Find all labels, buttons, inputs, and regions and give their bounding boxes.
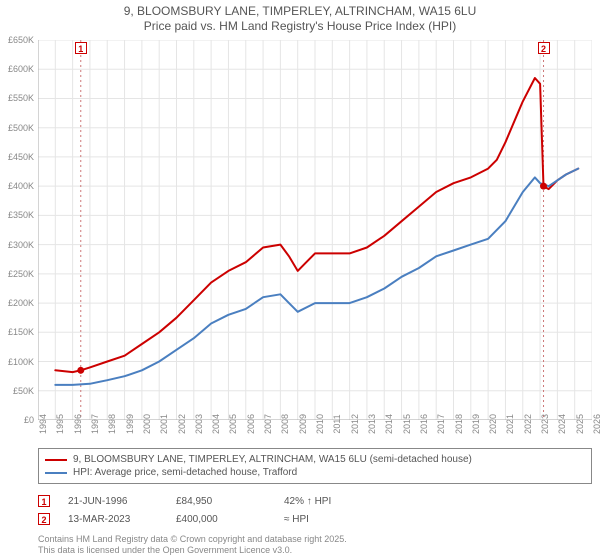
x-tick-label: 2010 (315, 414, 325, 434)
x-tick-label: 2013 (367, 414, 377, 434)
event-delta: ≈ HPI (284, 514, 592, 525)
footer-line-1: Contains HM Land Registry data © Crown c… (38, 534, 592, 545)
y-tick-label: £400K (8, 181, 34, 191)
y-tick-label: £600K (8, 64, 34, 74)
x-tick-label: 2020 (488, 414, 498, 434)
x-tick-label: 2011 (332, 414, 342, 433)
y-tick-label: £200K (8, 298, 34, 308)
below-chart: 9, BLOOMSBURY LANE, TIMPERLEY, ALTRINCHA… (38, 448, 592, 557)
x-tick-label: 2025 (575, 414, 585, 434)
event-marker: 2 (38, 513, 50, 525)
x-tick-label: 2004 (211, 414, 221, 434)
y-tick-label: £450K (8, 152, 34, 162)
x-tick-label: 2016 (419, 414, 429, 434)
x-tick-label: 1994 (38, 414, 48, 434)
x-tick-label: 1995 (55, 414, 65, 434)
event-date: 13-MAR-2023 (68, 514, 158, 525)
legend-swatch (45, 472, 67, 474)
x-tick-label: 2017 (436, 414, 446, 434)
x-tick-label: 2018 (454, 414, 464, 434)
y-tick-label: £250K (8, 269, 34, 279)
x-tick-label: 1999 (125, 414, 135, 434)
y-tick-label: £300K (8, 240, 34, 250)
x-tick-label: 2006 (246, 414, 256, 434)
chart-titles: 9, BLOOMSBURY LANE, TIMPERLEY, ALTRINCHA… (0, 0, 600, 34)
footer: Contains HM Land Registry data © Crown c… (38, 534, 592, 557)
y-tick-label: £100K (8, 357, 34, 367)
legend-label: 9, BLOOMSBURY LANE, TIMPERLEY, ALTRINCHA… (73, 454, 472, 465)
x-tick-label: 2019 (471, 414, 481, 434)
x-tick-label: 2005 (228, 414, 238, 434)
x-tick-label: 2023 (540, 414, 550, 434)
y-tick-label: £50K (13, 386, 34, 396)
legend-row: HPI: Average price, semi-detached house,… (45, 466, 585, 479)
x-tick-label: 2000 (142, 414, 152, 434)
x-tick-label: 2014 (384, 414, 394, 434)
event-price: £84,950 (176, 496, 266, 507)
x-tick-label: 2001 (159, 414, 169, 434)
x-tick-label: 2024 (557, 414, 567, 434)
x-tick-label: 2003 (194, 414, 204, 434)
x-tick-label: 2022 (523, 414, 533, 434)
legend-swatch (45, 459, 67, 461)
event-date: 21-JUN-1996 (68, 496, 158, 507)
x-tick-label: 1996 (73, 414, 83, 434)
x-tick-label: 2021 (505, 414, 515, 434)
title-line-2: Price paid vs. HM Land Registry's House … (0, 19, 600, 34)
title-line-1: 9, BLOOMSBURY LANE, TIMPERLEY, ALTRINCHA… (0, 4, 600, 19)
event-marker: 2 (538, 42, 550, 54)
event-marker: 1 (75, 42, 87, 54)
legend: 9, BLOOMSBURY LANE, TIMPERLEY, ALTRINCHA… (38, 448, 592, 484)
x-tick-label: 2008 (280, 414, 290, 434)
y-tick-label: £500K (8, 123, 34, 133)
legend-row: 9, BLOOMSBURY LANE, TIMPERLEY, ALTRINCHA… (45, 453, 585, 466)
footer-line-2: This data is licensed under the Open Gov… (38, 545, 592, 556)
event-table: 1 21-JUN-1996 £84,950 42% ↑ HPI 2 13-MAR-2023… (38, 492, 592, 528)
event-delta: 42% ↑ HPI (284, 496, 592, 507)
x-tick-label: 2007 (263, 414, 273, 434)
chart-svg (38, 40, 592, 420)
y-tick-label: £550K (8, 93, 34, 103)
y-tick-label: £350K (8, 210, 34, 220)
x-tick-label: 2002 (177, 414, 187, 434)
x-tick-label: 2015 (402, 414, 412, 434)
event-row: 1 21-JUN-1996 £84,950 42% ↑ HPI (38, 492, 592, 510)
x-tick-label: 1997 (90, 414, 100, 434)
event-marker: 1 (38, 495, 50, 507)
legend-label: HPI: Average price, semi-detached house,… (73, 467, 297, 478)
y-tick-label: £150K (8, 327, 34, 337)
x-tick-label: 2009 (298, 414, 308, 434)
event-row: 2 13-MAR-2023 £400,000 ≈ HPI (38, 510, 592, 528)
figure: 9, BLOOMSBURY LANE, TIMPERLEY, ALTRINCHA… (0, 0, 600, 560)
y-tick-label: £650K (8, 35, 34, 45)
y-tick-label: £0 (24, 415, 34, 425)
x-tick-label: 2026 (592, 414, 600, 434)
x-tick-label: 1998 (107, 414, 117, 434)
event-price: £400,000 (176, 514, 266, 525)
x-tick-label: 2012 (350, 414, 360, 434)
chart-area: £0£50K£100K£150K£200K£250K£300K£350K£400… (38, 40, 592, 420)
